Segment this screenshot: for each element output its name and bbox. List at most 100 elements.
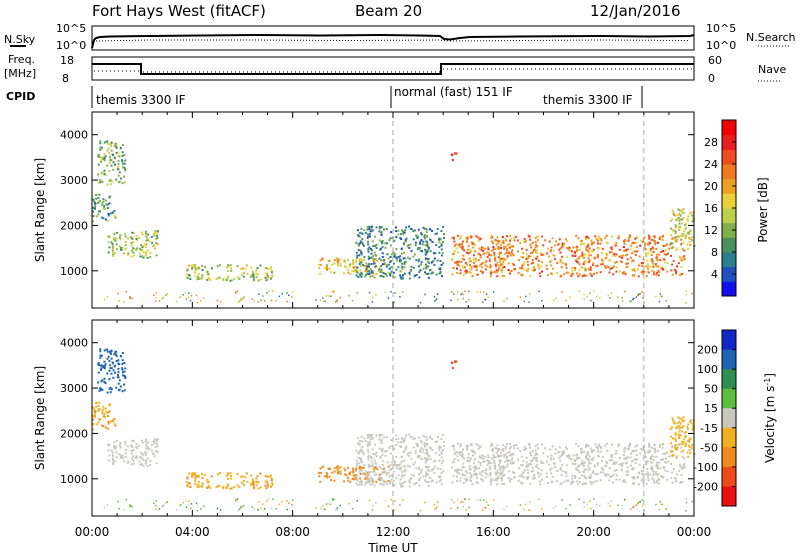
data-cell bbox=[574, 267, 577, 270]
data-cell bbox=[94, 202, 97, 205]
data-cell bbox=[535, 452, 538, 455]
data-cell bbox=[599, 242, 602, 245]
data-cell bbox=[507, 251, 510, 254]
data-cell bbox=[632, 298, 634, 301]
data-cell bbox=[675, 272, 678, 275]
data-cell bbox=[462, 448, 464, 451]
data-cell bbox=[656, 253, 658, 256]
data-cell bbox=[420, 469, 423, 472]
data-cell bbox=[451, 445, 454, 448]
data-cell bbox=[571, 474, 574, 477]
data-cell bbox=[130, 249, 133, 252]
data-cell bbox=[156, 451, 159, 453]
data-cell bbox=[113, 444, 115, 447]
data-cell bbox=[477, 444, 480, 447]
data-cell bbox=[550, 249, 552, 252]
data-cell bbox=[499, 472, 502, 475]
data-cell bbox=[649, 265, 652, 268]
data-cell bbox=[682, 467, 685, 470]
data-cell bbox=[373, 276, 376, 279]
data-cell bbox=[691, 214, 694, 217]
data-cell bbox=[118, 300, 120, 302]
data-cell bbox=[500, 471, 502, 474]
data-cell bbox=[451, 237, 454, 240]
data-cell bbox=[333, 290, 335, 293]
data-cell bbox=[191, 267, 194, 270]
data-cell bbox=[502, 449, 505, 452]
data-cell bbox=[386, 242, 388, 245]
x-tick-label: 04:00 bbox=[175, 525, 210, 539]
data-cell bbox=[537, 472, 540, 475]
data-cell bbox=[679, 481, 682, 484]
data-cell bbox=[496, 247, 499, 250]
data-cell bbox=[390, 260, 393, 262]
data-cell bbox=[591, 250, 594, 253]
data-cell bbox=[400, 247, 403, 250]
data-cell bbox=[538, 480, 541, 483]
data-cell bbox=[407, 244, 410, 247]
data-cell bbox=[550, 454, 553, 457]
data-cell bbox=[649, 467, 652, 470]
data-cell bbox=[363, 229, 366, 232]
data-cell bbox=[479, 462, 482, 464]
data-cell bbox=[685, 302, 687, 304]
data-cell bbox=[547, 482, 550, 484]
data-cell bbox=[678, 219, 681, 222]
data-cell bbox=[408, 479, 411, 482]
data-cell bbox=[609, 505, 611, 507]
data-cell bbox=[251, 506, 253, 508]
data-cell bbox=[196, 509, 199, 512]
data-cell bbox=[490, 442, 493, 445]
data-cell bbox=[571, 254, 574, 257]
data-cell bbox=[142, 464, 145, 467]
data-cell bbox=[410, 473, 413, 476]
data-cell bbox=[156, 445, 159, 448]
data-cell bbox=[570, 273, 573, 276]
data-cell bbox=[489, 263, 492, 266]
data-cell bbox=[532, 269, 535, 272]
data-cell bbox=[655, 503, 657, 506]
data-cell bbox=[536, 235, 539, 238]
data-cell bbox=[370, 464, 373, 467]
data-cell bbox=[550, 472, 553, 475]
data-cell bbox=[475, 466, 478, 469]
data-cell bbox=[390, 468, 393, 470]
data-cell bbox=[647, 442, 650, 445]
data-cell bbox=[443, 233, 446, 236]
data-cell bbox=[583, 450, 585, 453]
velocity-colorbar-label-main: Velocity [m s bbox=[763, 386, 777, 463]
data-cell bbox=[356, 229, 359, 232]
data-cell bbox=[492, 499, 495, 501]
data-cell bbox=[100, 388, 103, 390]
data-cell bbox=[488, 465, 491, 468]
data-cell bbox=[209, 278, 212, 281]
velocity-colorbar-label: Velocity [m s-1] bbox=[763, 373, 777, 463]
data-cell bbox=[668, 247, 671, 250]
data-cell bbox=[469, 264, 471, 267]
data-cell bbox=[109, 420, 112, 423]
data-cell bbox=[427, 261, 430, 264]
colorbar-tick-label: 24 bbox=[704, 158, 718, 171]
data-cell bbox=[517, 479, 520, 482]
data-cell bbox=[436, 501, 439, 503]
data-cell bbox=[684, 445, 687, 448]
data-cell bbox=[587, 261, 590, 264]
data-cell bbox=[527, 234, 530, 237]
data-cell bbox=[541, 270, 543, 273]
data-cell bbox=[671, 209, 674, 212]
data-cell bbox=[237, 301, 239, 304]
data-cell bbox=[272, 498, 274, 500]
data-cell bbox=[412, 255, 415, 258]
data-cell bbox=[333, 262, 336, 265]
colorbar-tick-label: -15 bbox=[700, 422, 718, 435]
data-cell bbox=[468, 465, 471, 468]
data-cell bbox=[270, 271, 273, 274]
data-cell bbox=[654, 265, 657, 268]
data-cell bbox=[145, 447, 148, 450]
data-cell bbox=[218, 484, 221, 487]
data-cell bbox=[153, 502, 155, 504]
data-cell bbox=[380, 270, 383, 272]
data-cell bbox=[652, 250, 655, 253]
data-cell bbox=[590, 447, 593, 450]
data-cell bbox=[477, 252, 480, 255]
